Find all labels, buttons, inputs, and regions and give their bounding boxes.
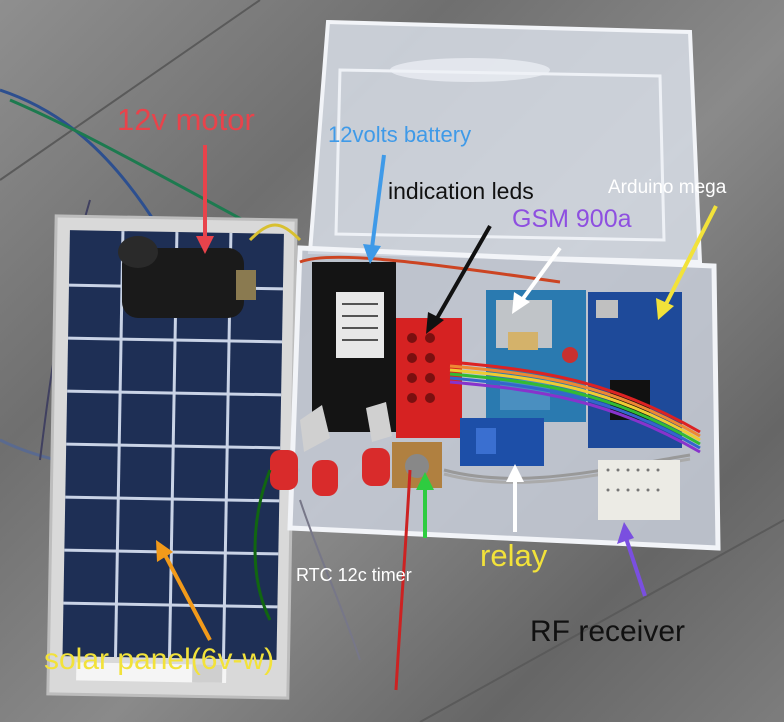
motor-arrow (196, 145, 214, 254)
ground-seam (419, 519, 784, 722)
label-gsm: GSM 900a (512, 205, 632, 233)
label-12v-motor: 12v motor (117, 102, 255, 137)
red-wire (299, 255, 561, 284)
label-indication-leds: indication leds (388, 178, 534, 204)
breadboard (598, 460, 680, 520)
label-relay: relay (480, 538, 548, 573)
red-wire (394, 469, 412, 691)
label-rf-receiver: RF receiver (530, 615, 686, 648)
arduino-arrow (656, 205, 718, 320)
blue-wire (0, 88, 162, 231)
label-rtc-timer: RTC 12c timer (296, 565, 412, 585)
annotation-arrows (156, 145, 718, 641)
rtc-arrow (416, 472, 434, 538)
green-wire (9, 98, 281, 242)
motor (118, 236, 256, 318)
yellow-wire (248, 223, 302, 242)
grey-wire (299, 499, 361, 661)
solar-panel (46, 214, 298, 700)
rf-arrow (617, 522, 647, 597)
gsm-module (486, 290, 586, 422)
ground-seam (0, 0, 261, 181)
solar-arrow (156, 540, 212, 641)
label-battery: 12volts battery (328, 122, 472, 147)
relay-arrow (506, 464, 524, 532)
crocodile-clips (270, 402, 392, 496)
arduino-mega (588, 292, 682, 448)
gsm-arrow (512, 246, 562, 314)
leds-arrow (426, 225, 492, 334)
green-wire (253, 469, 272, 621)
relay-module (460, 418, 544, 466)
label-solar-panel: solar panel(6v-w) (44, 643, 275, 676)
label-arduino-mega: Arduino mega (608, 177, 727, 198)
battery-arrow (363, 154, 386, 264)
rtc-module (392, 442, 442, 488)
